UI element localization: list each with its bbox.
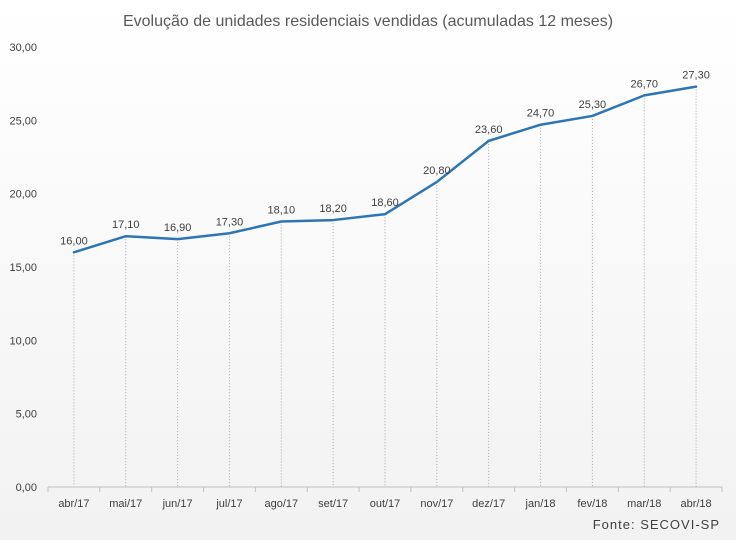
data-label: 16,90 <box>164 222 192 234</box>
data-label: 23,60 <box>475 124 503 136</box>
x-tick-label: set/17 <box>318 498 348 510</box>
y-tick-label: 5,00 <box>16 409 37 421</box>
x-tick-label: fev/18 <box>577 498 607 510</box>
x-tick-label: nov/17 <box>420 498 453 510</box>
x-axis: abr/17 mai/17 jun/17 jul/17 ago/17 set/17 out/… <box>47 487 723 510</box>
data-label: 27,30 <box>682 70 710 82</box>
x-tick-label: ago/17 <box>264 498 298 510</box>
y-axis: 0,00 5,00 10,00 15,00 20,00 25,00 30,00 <box>9 42 37 494</box>
x-tick-label: mai/17 <box>109 498 142 510</box>
data-label: 24,70 <box>527 108 555 120</box>
x-tick-label: out/17 <box>370 498 401 510</box>
x-tick-label: jun/17 <box>162 498 193 510</box>
data-label: 18,20 <box>319 203 347 215</box>
x-tick-label: jul/17 <box>215 498 242 510</box>
x-tick-label: abr/18 <box>680 498 711 510</box>
x-tick-label: dez/17 <box>472 498 505 510</box>
chart-title: Evolução de unidades residenciais vendid… <box>123 13 613 30</box>
y-tick-label: 10,00 <box>9 335 37 347</box>
data-label: 20,80 <box>423 165 451 177</box>
data-label: 17,10 <box>112 219 140 231</box>
data-label: 26,70 <box>630 78 658 90</box>
y-tick-label: 30,00 <box>9 42 37 54</box>
data-labels: 16,00 17,10 16,90 17,30 18,10 18,20 18,60 20,80… <box>60 70 710 248</box>
y-tick-label: 25,00 <box>9 115 37 127</box>
x-tick-label: jan/18 <box>525 498 556 510</box>
drop-lines <box>73 86 697 487</box>
data-label: 18,60 <box>371 197 399 209</box>
x-tick-label: abr/17 <box>58 498 89 510</box>
data-label: 18,10 <box>268 205 296 217</box>
series-line <box>72 85 698 254</box>
y-tick-label: 20,00 <box>9 189 37 201</box>
source-note: Fonte: SECOVI-SP <box>593 517 720 532</box>
data-label: 25,30 <box>579 99 607 111</box>
data-label: 17,30 <box>216 216 244 228</box>
data-label: 16,00 <box>60 235 88 247</box>
y-tick-label: 0,00 <box>16 482 37 494</box>
y-tick-label: 15,00 <box>9 262 37 274</box>
x-tick-label: mar/18 <box>627 498 661 510</box>
